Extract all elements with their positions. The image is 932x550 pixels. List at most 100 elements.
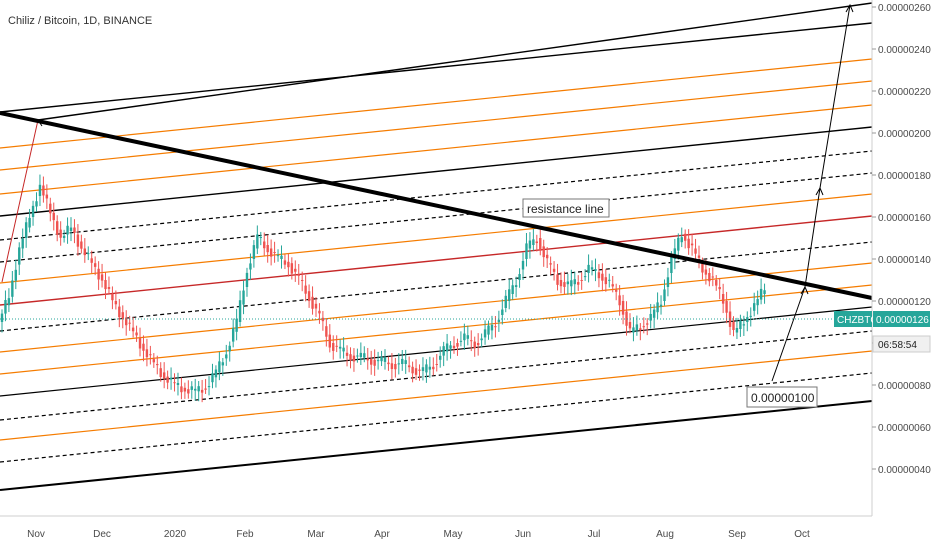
peak-marker [37, 119, 43, 127]
candle-body [297, 274, 300, 276]
candle-body [414, 368, 418, 375]
candle-body [625, 311, 628, 326]
candle-body [38, 184, 42, 196]
candle-body [514, 285, 518, 287]
candle-body [583, 276, 587, 278]
candle-body [573, 279, 576, 285]
candle-body [269, 248, 273, 257]
candle-body [87, 253, 90, 255]
candle-body [176, 382, 180, 385]
candle-body [528, 240, 532, 249]
price-axis[interactable] [872, 0, 932, 516]
candle-body [231, 328, 235, 342]
candle-body [69, 227, 73, 231]
candle-body [204, 388, 207, 390]
candle-body [725, 301, 728, 313]
last-price-label: 0.00000126 [876, 315, 929, 326]
channel-line [37, 2, 873, 121]
annotation-support[interactable]: 0.00000100 [746, 386, 818, 408]
candle-body [721, 294, 725, 304]
candle-body [425, 364, 428, 373]
candle-body [125, 317, 128, 326]
candle-body [273, 252, 276, 253]
channel-line [0, 150, 873, 241]
candle-body [290, 263, 294, 274]
channel-line [0, 193, 873, 284]
candle-body [545, 254, 549, 259]
candle-body [728, 311, 732, 327]
candle-body [49, 203, 52, 214]
candle-body [694, 248, 697, 254]
annotation-resistance[interactable]: resistance line [522, 198, 610, 218]
price-tick-label: 0.00000240 [878, 45, 931, 56]
candle-body [632, 327, 635, 333]
candle-body [683, 233, 687, 241]
price-tick-label: 0.00000220 [878, 87, 931, 98]
candle-body [197, 386, 200, 392]
price-tick-label: 0.00000120 [878, 297, 931, 308]
candle-body [666, 277, 670, 287]
arrow-head [800, 285, 809, 295]
candle-body [404, 360, 407, 364]
price-tick-label: 0.00000080 [878, 381, 931, 392]
candle-body [504, 295, 507, 308]
candle-body [14, 269, 18, 281]
candle-body [31, 205, 35, 217]
price-tick-label: 0.00000180 [878, 171, 931, 182]
candle-body [76, 234, 80, 247]
candle-body [111, 294, 114, 301]
channel-line [0, 22, 873, 113]
candle-body [463, 333, 466, 341]
candle-body [677, 237, 680, 251]
candle-body [90, 258, 93, 263]
candle-body [138, 338, 142, 349]
candle-body [742, 324, 746, 326]
candle-body [435, 364, 438, 365]
candle-body [225, 354, 228, 359]
candle-body [387, 362, 390, 365]
symbol-label: CHZBTC [837, 315, 878, 326]
candle-body [342, 347, 345, 352]
candle-body [652, 309, 656, 318]
candle-body [335, 345, 338, 347]
candle-body [646, 323, 649, 325]
channel-line [0, 350, 873, 441]
channel-line [0, 372, 873, 463]
candle-body [276, 255, 280, 257]
time-tick-label: Feb [236, 529, 254, 540]
time-axis[interactable] [0, 516, 932, 550]
candle-body [21, 238, 24, 249]
annotation-resistance-text: resistance line [527, 202, 604, 216]
candle-body [62, 235, 66, 238]
candle-body [180, 386, 183, 393]
channel-line [1, 119, 39, 283]
candle-body [118, 306, 121, 318]
candle-body [601, 273, 604, 281]
candle-body [701, 262, 704, 273]
candle-body [680, 237, 683, 243]
candle-body [338, 346, 342, 349]
candle-body [304, 285, 307, 294]
candle-body [715, 280, 718, 286]
time-tick-label: Mar [307, 529, 325, 540]
candle-body [56, 221, 59, 235]
candle-body [401, 358, 404, 364]
candle-body [121, 312, 124, 319]
candle-body [511, 285, 514, 294]
candle-body [332, 343, 335, 351]
candle-body [207, 386, 211, 388]
candle-body [93, 263, 97, 267]
candle-body [497, 319, 501, 322]
candle-body [649, 313, 652, 321]
candle-body [104, 280, 107, 290]
candle-body [697, 255, 701, 258]
projection-arrow [771, 286, 806, 382]
candle-body [245, 272, 249, 287]
candle-body [135, 332, 138, 336]
candle-body [532, 239, 535, 245]
candle-body [394, 364, 397, 370]
candle-body [52, 212, 55, 221]
candle-body [739, 320, 742, 329]
candle-body [373, 359, 376, 366]
